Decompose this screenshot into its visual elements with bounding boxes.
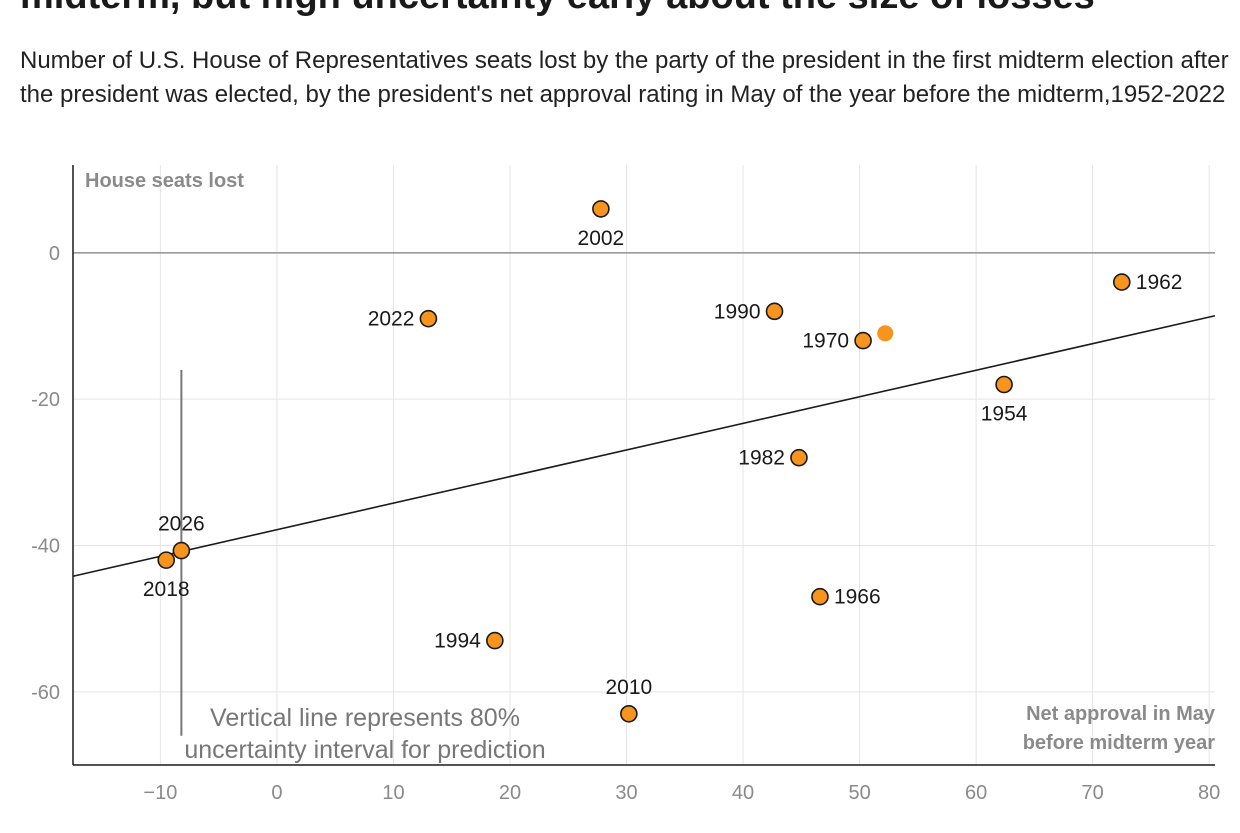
interval-annotation: uncertainty interval for prediction bbox=[184, 736, 545, 764]
interval-annotation: Vertical line represents 80% bbox=[210, 704, 520, 732]
data-point-2022 bbox=[419, 309, 438, 328]
chart-title: midterm, but high uncertainty early abou… bbox=[20, 0, 1235, 18]
point-label-1990: 1990 bbox=[714, 300, 761, 323]
x-tick-label: 0 bbox=[271, 782, 282, 804]
x-tick-label: 40 bbox=[732, 782, 754, 804]
points-layer bbox=[157, 200, 1131, 723]
point-label-1970: 1970 bbox=[802, 330, 849, 353]
gridlines bbox=[72, 165, 1215, 766]
point-label-1966: 1966 bbox=[834, 586, 881, 609]
y-tick-label: -60 bbox=[31, 682, 60, 704]
data-point-1954 bbox=[995, 375, 1013, 394]
y-tick-label: -20 bbox=[31, 389, 60, 411]
prediction-point-2026 bbox=[172, 541, 191, 560]
data-point-1982 bbox=[790, 448, 808, 467]
data-point-1990 bbox=[765, 302, 784, 321]
x-tick-label: 70 bbox=[1082, 782, 1104, 804]
data-point-2018 bbox=[157, 551, 176, 569]
point-label-2022: 2022 bbox=[368, 308, 415, 331]
point-label-1994: 1994 bbox=[434, 630, 481, 653]
x-axis-title: Net approval in May bbox=[1026, 703, 1216, 725]
x-tick-label: 80 bbox=[1198, 782, 1220, 804]
point-label-2018: 2018 bbox=[143, 578, 190, 601]
point-label-2002: 2002 bbox=[578, 227, 625, 250]
point-label-2026: 2026 bbox=[158, 513, 205, 536]
point-label-1982: 1982 bbox=[738, 447, 785, 470]
data-point-1966 bbox=[811, 587, 829, 606]
trend-line-layer bbox=[72, 314, 1216, 577]
labels-layer: −10 0 10 20 30 40 50 60 70 80 0 -20 -40 -60 House seat… bbox=[31, 170, 1220, 804]
point-label-1954: 1954 bbox=[981, 403, 1028, 426]
x-axis-title: before midterm year bbox=[1023, 732, 1216, 754]
data-point-1994 bbox=[486, 631, 504, 650]
trend-line bbox=[72, 314, 1216, 577]
data-point-1962 bbox=[1112, 273, 1131, 291]
y-tick-label: -40 bbox=[31, 535, 60, 557]
point-label-2010: 2010 bbox=[605, 676, 652, 699]
x-tick-label: 10 bbox=[382, 782, 404, 804]
chart-subtitle: Number of U.S. House of Representatives … bbox=[20, 47, 1229, 108]
x-tick-label: 60 bbox=[965, 782, 987, 804]
data-point-2002 bbox=[592, 200, 610, 218]
data-point-extra bbox=[877, 325, 894, 342]
data-point-1970 bbox=[854, 331, 872, 350]
data-point-2010 bbox=[620, 704, 638, 723]
x-tick-label: −10 bbox=[143, 782, 177, 804]
y-axis-title: House seats lost bbox=[85, 170, 244, 192]
x-tick-label: 30 bbox=[615, 782, 637, 804]
y-tick-label: 0 bbox=[49, 243, 60, 265]
x-tick-label: 50 bbox=[848, 782, 870, 804]
x-tick-label: 20 bbox=[499, 782, 521, 804]
point-label-1962: 1962 bbox=[1136, 271, 1183, 294]
